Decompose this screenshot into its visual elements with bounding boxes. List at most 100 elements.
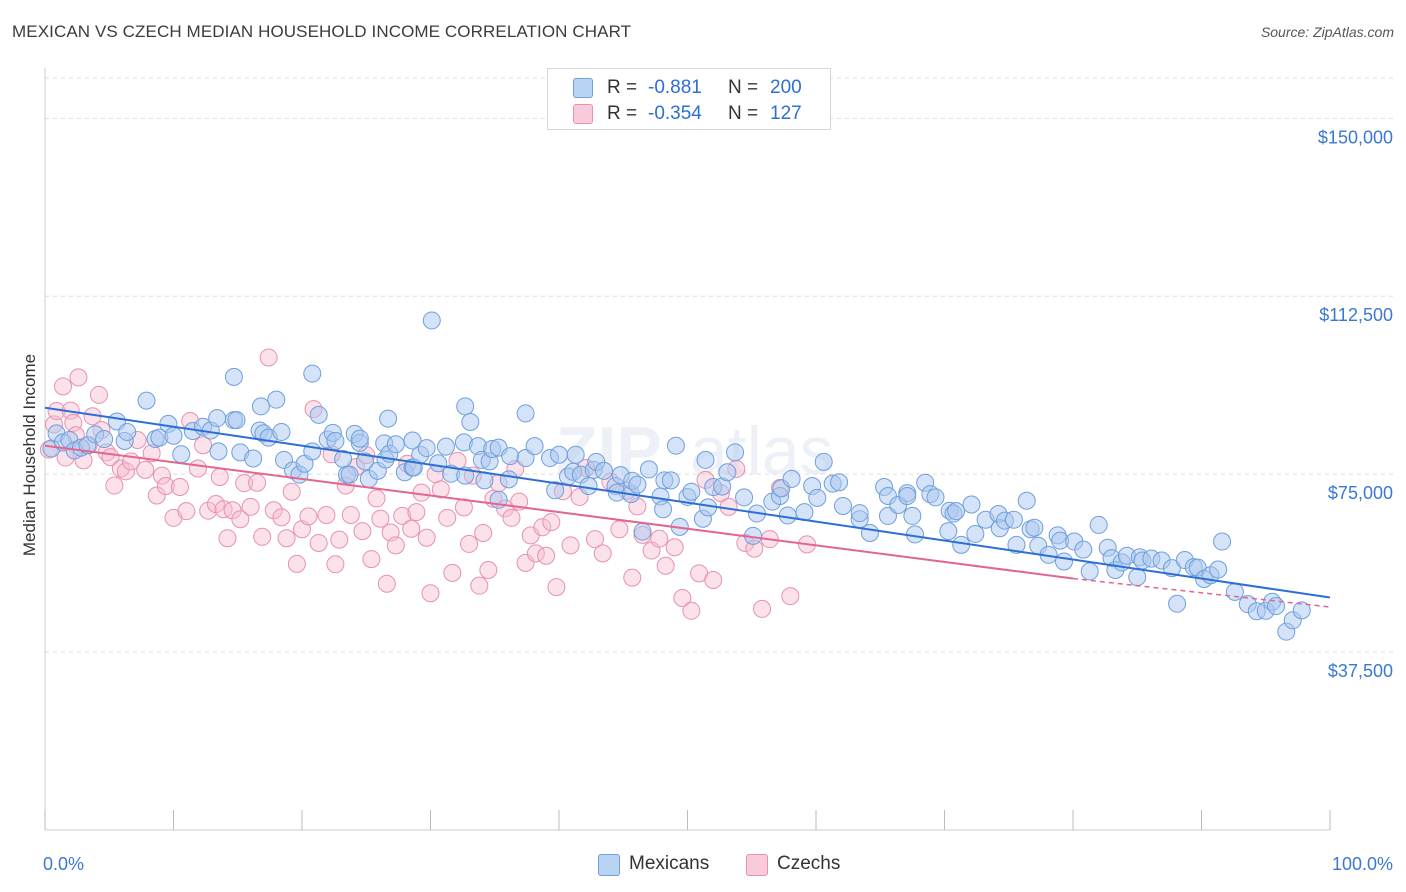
- r-label: R =: [607, 77, 638, 98]
- czech-point: [443, 563, 462, 582]
- tick-labels: $37,500 $75,000 $112,500 $150,000 0.0% 100.0%: [43, 127, 1393, 874]
- legend-row-czechs: R = -0.354 N = 127: [548, 101, 830, 127]
- mexican-point: [1089, 515, 1108, 534]
- mexican-point: [1213, 532, 1232, 551]
- mexican-point: [546, 481, 565, 500]
- mexican-point: [436, 437, 455, 456]
- czech-point: [170, 477, 189, 496]
- mexican-point: [903, 506, 922, 525]
- czech-point: [194, 436, 213, 455]
- czech-point: [474, 523, 493, 542]
- czech-point: [116, 462, 135, 481]
- czech-point: [516, 553, 535, 572]
- y-tick-label: $112,500: [1319, 305, 1393, 325]
- mexican-point: [966, 524, 985, 543]
- mexican-point: [303, 364, 322, 383]
- mexican-point: [898, 486, 917, 505]
- czech-point: [502, 508, 521, 527]
- czech-point: [353, 522, 372, 541]
- czech-point: [330, 530, 349, 549]
- czechs-legend-label: Czechs: [777, 853, 841, 874]
- czech-point: [704, 570, 723, 589]
- mexican-point: [726, 443, 745, 462]
- czech-point: [287, 554, 306, 573]
- mexican-point: [1055, 552, 1074, 571]
- czech-point: [341, 505, 360, 524]
- mexican-point: [628, 475, 647, 494]
- correlation-legend: R = -0.881 N = 200 R = -0.354 N = 127: [547, 68, 831, 130]
- czech-point: [259, 348, 278, 367]
- mexican-point: [962, 495, 981, 514]
- mexican-point: [461, 412, 480, 431]
- czechs-trend-line: [44, 444, 1074, 580]
- czech-point: [682, 601, 701, 620]
- chart-title: MEXICAN VS CZECH MEDIAN HOUSEHOLD INCOME…: [12, 22, 632, 41]
- czech-point: [317, 505, 336, 524]
- mexican-point: [386, 435, 405, 454]
- czech-point: [781, 587, 800, 606]
- czech-point: [214, 500, 233, 519]
- mexican-point: [833, 496, 852, 515]
- czechs-legend-swatch: [746, 854, 768, 876]
- mexican-point: [422, 311, 441, 330]
- czech-point: [156, 477, 175, 496]
- mexican-point: [516, 404, 535, 423]
- x-tick-label: 0.0%: [43, 854, 84, 874]
- svg-text:atlas: atlas: [690, 413, 834, 489]
- czech-point: [386, 536, 405, 555]
- mexican-point: [666, 436, 685, 455]
- czech-point: [299, 507, 318, 526]
- czech-point: [407, 503, 426, 522]
- mexican-point: [926, 488, 945, 507]
- czech-point: [656, 556, 675, 575]
- czechs-r-value: -0.354: [648, 103, 702, 124]
- czech-points: [39, 348, 817, 620]
- mexican-point: [947, 502, 966, 521]
- mexican-point: [272, 422, 291, 441]
- czech-point: [650, 529, 669, 548]
- czech-point: [561, 536, 580, 555]
- mexican-point: [808, 488, 827, 507]
- mexican-point: [579, 477, 598, 496]
- mexican-point: [735, 488, 754, 507]
- czech-point: [377, 574, 396, 593]
- mexican-point: [1025, 518, 1044, 537]
- mexican-point: [118, 422, 137, 441]
- czech-point: [460, 534, 479, 553]
- mexican-point: [350, 429, 369, 448]
- czech-point: [326, 555, 345, 574]
- czech-point: [199, 501, 218, 520]
- mexican-point: [550, 445, 568, 464]
- czech-point: [282, 482, 301, 501]
- mexicans-legend-swatch: [598, 854, 620, 876]
- mexican-point: [525, 437, 544, 456]
- czech-point: [53, 377, 72, 396]
- mexicans-n-value: 200: [770, 77, 802, 98]
- mexican-point: [1007, 535, 1026, 554]
- mexicans-trend-line: [44, 406, 1331, 599]
- y-tick-label: $150,000: [1318, 127, 1393, 147]
- czech-point: [241, 497, 260, 516]
- mexican-point: [172, 445, 191, 464]
- czech-point: [231, 510, 250, 529]
- mexican-points: [42, 311, 1311, 641]
- czech-point: [417, 528, 436, 547]
- mexican-point: [267, 390, 286, 409]
- czechs-n-value: 127: [770, 103, 802, 124]
- mexican-point: [682, 482, 701, 501]
- czech-point: [188, 459, 207, 478]
- czech-point: [111, 459, 130, 478]
- mexican-point: [379, 409, 398, 428]
- mexican-point: [1168, 594, 1187, 613]
- mexican-point: [501, 447, 520, 466]
- czech-point: [665, 538, 684, 557]
- czech-point: [89, 385, 108, 404]
- czech-point: [367, 489, 386, 508]
- mexican-point: [1225, 582, 1244, 601]
- czech-point: [753, 599, 772, 618]
- mexican-point: [1017, 491, 1036, 510]
- czech-point: [479, 561, 498, 580]
- czech-point: [362, 550, 381, 569]
- czech-point: [218, 529, 237, 548]
- trend-lines: [44, 406, 1331, 608]
